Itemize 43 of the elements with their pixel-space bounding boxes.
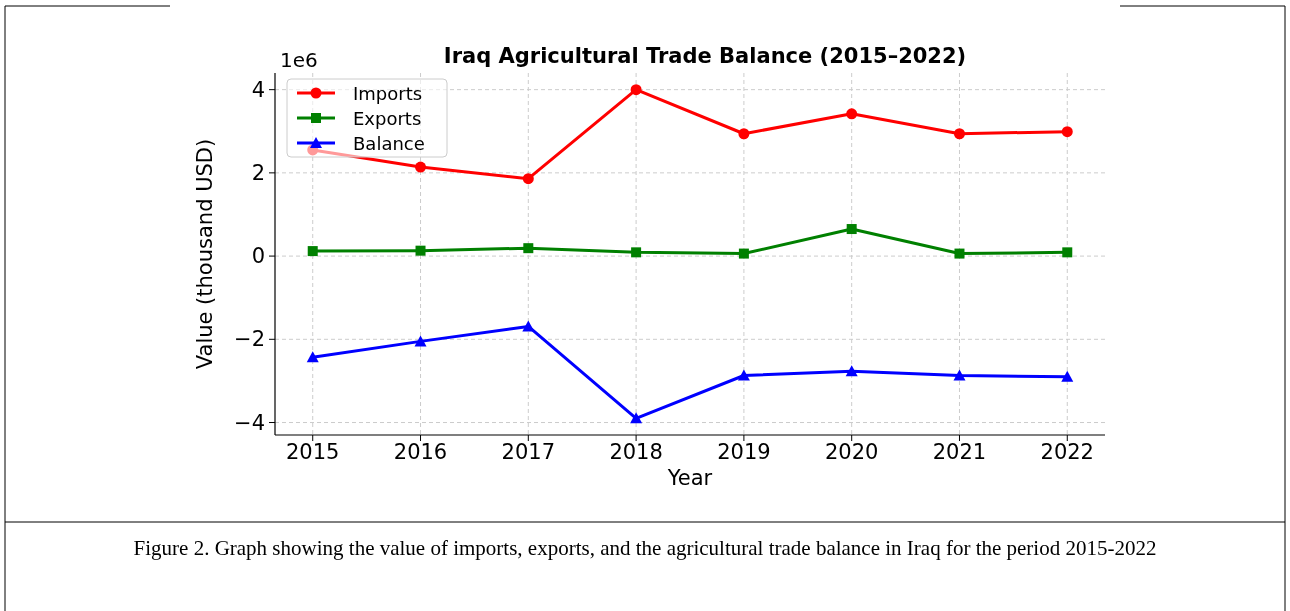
point [306,351,319,363]
chart-title: Iraq Agricultural Trade Balance (2015–2022) [443,44,967,68]
point [738,128,750,140]
point [845,365,858,377]
y-tick-label: 4 [251,77,265,102]
point [953,128,965,140]
x-tick-label: 2021 [932,440,987,464]
x-tick-label: 2016 [393,440,448,464]
point [631,247,642,258]
text: 1e6 [280,48,318,72]
x-tick-label: 2020 [824,440,879,464]
point [846,108,858,120]
y-tick-label: −4 [234,410,265,435]
point [1062,247,1073,258]
caption: Figure 2. Graph showing the value of imports, exports, and the agricultural trade balance in Iraq for the period 2015-2022 [132,535,1158,562]
point [523,243,534,254]
x-axis-title: Year [666,466,713,490]
point [522,173,534,185]
point [1061,126,1073,138]
point [1061,370,1074,382]
point [954,248,965,259]
point [415,161,427,173]
point [414,335,427,347]
point [846,224,857,235]
x-tick-label: 2019 [717,440,771,464]
x-tick-label: 2017 [501,440,556,464]
point [307,246,318,257]
point [738,248,749,259]
y-tick-label: 0 [251,244,265,269]
legend-label: Exports [353,107,422,129]
x-tick-label: 2018 [609,440,663,464]
point [737,369,750,381]
x-tick-label: 2022 [1040,440,1094,464]
point [630,412,643,424]
legend-label: Imports [353,82,423,104]
point [415,245,426,256]
x-tick-label: 2015 [286,440,340,464]
point [953,369,966,381]
y-tick-label: −2 [234,327,265,352]
point [630,84,642,96]
legend-label: Balance [353,132,425,154]
y-tick-label: 2 [251,160,265,185]
y-axis-title: Value (thousand USD) [193,138,217,370]
